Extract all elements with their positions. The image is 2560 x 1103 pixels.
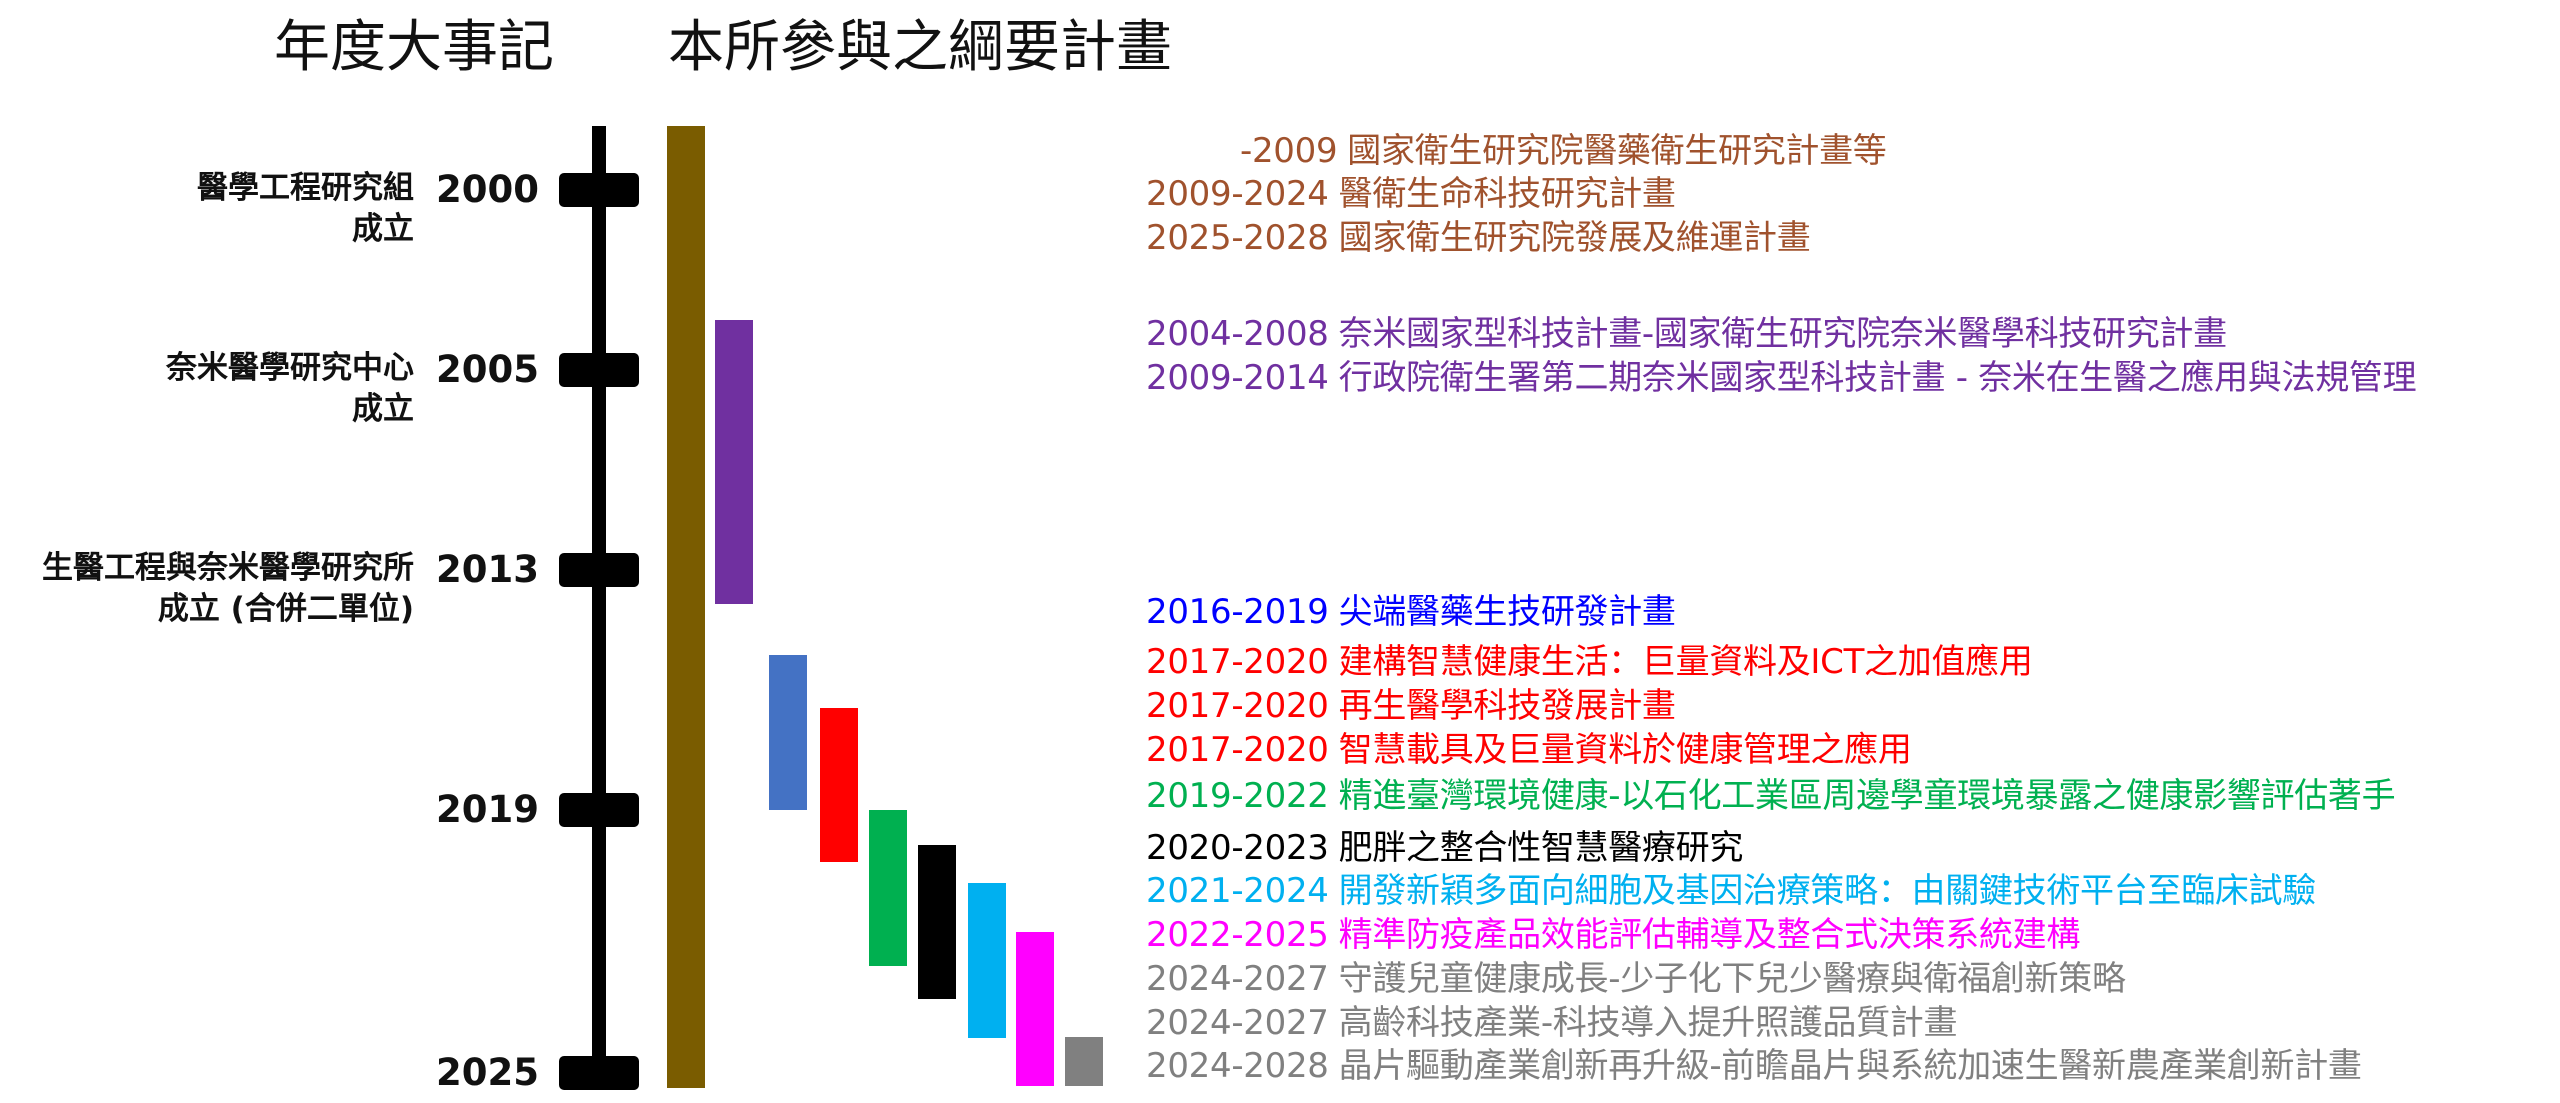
plans-heading: 本所參與之綱要計畫 <box>668 15 1172 80</box>
milestone-year-2019: 2019 <box>436 788 539 831</box>
plan-title: 智慧載具及巨量資料於健康管理之應用 <box>1338 730 1912 770</box>
plan-title: 開發新穎多面向細胞及基因治療策略：由關鍵技術平台至臨床試驗 <box>1338 871 2317 911</box>
plan-title: 守護兒童健康成長-少子化下兒少醫療與衛福創新策略 <box>1338 959 2126 999</box>
gantt-bar-red-program <box>820 708 858 862</box>
plan-title: 晶片驅動產業創新再升級-前瞻晶片與系統加速生醫新農產業創新計畫 <box>1338 1046 2362 1086</box>
plan-item: 2024-2027 高齡科技產業-科技導入提升照護品質計畫 <box>1146 1003 1958 1043</box>
gantt-bar-blue-program <box>769 655 807 810</box>
timeline-diagram <box>559 126 1103 1090</box>
gantt-bar-green-program <box>869 810 907 966</box>
plan-years: 2024-2028 <box>1146 1046 1329 1086</box>
milestone-year-2005: 2005 <box>436 348 539 391</box>
plan-years: 2009-2024 <box>1146 174 1329 214</box>
milestone-event-line: 醫學工程研究組 <box>197 170 414 206</box>
milestone-tick-2000 <box>559 173 639 207</box>
plan-title: 建構智慧健康生活：巨量資料及ICT之加值應用 <box>1338 642 2033 682</box>
plan-years: -2009 <box>1240 131 1338 171</box>
plan-years: 2017-2020 <box>1146 642 1329 682</box>
plan-item: 2017-2020 再生醫學科技發展計畫 <box>1146 689 1676 723</box>
timeline-axis <box>592 126 606 1088</box>
plan-title: 醫衛生命科技研究計畫 <box>1338 174 1676 214</box>
plan-item: -2009 國家衛生研究院醫藥衛生研究計畫等 <box>1240 134 1887 168</box>
plan-title: 精準防疫產品效能評估輔導及整合式決策系統建構 <box>1338 915 2081 955</box>
plan-item: 2021-2024 開發新穎多面向細胞及基因治療策略：由關鍵技術平台至臨床試驗 <box>1146 874 2316 908</box>
gantt-bar-black-program <box>918 845 956 999</box>
plan-item: 2024-2027 守護兒童健康成長-少子化下兒少醫療與衛福創新策略 <box>1146 962 2126 996</box>
plan-item: 2020-2023 肥胖之整合性智慧醫療研究 <box>1146 831 1743 865</box>
plan-item: 2022-2025 精準防疫產品效能評估輔導及整合式決策系統建構 <box>1146 918 2080 952</box>
plan-years: 2022-2025 <box>1146 915 1329 955</box>
milestone-event-line: 成立 <box>352 210 414 247</box>
milestone-year-2025: 2025 <box>436 1051 539 1094</box>
plan-item: 2009-2014 行政院衛生署第二期奈米國家型科技計畫 - 奈米在生醫之應用與法… <box>1146 358 2417 398</box>
plan-years: 2017-2020 <box>1146 730 1329 770</box>
gantt-bar-magenta-program <box>1016 932 1054 1086</box>
plan-title: 奈米國家型科技計畫-國家衛生研究院奈米醫學科技研究計畫 <box>1338 314 2227 354</box>
plan-title: 精進臺灣環境健康-以石化工業區周邊學童環境暴露之健康影響評估著手 <box>1338 776 2396 816</box>
milestone-tick-2019 <box>559 793 639 827</box>
milestone-year-2000: 2000 <box>436 168 539 211</box>
milestone-event-line: 成立 (合併二單位) <box>157 590 414 627</box>
milestone-tick-2013 <box>559 553 639 587</box>
gantt-bar-cyan-program <box>968 883 1006 1038</box>
plan-item: 2024-2028 晶片驅動產業創新再升級-前瞻晶片與系統加速生醫新農產業創新計畫 <box>1146 1049 2362 1083</box>
plan-years: 2021-2024 <box>1146 871 1329 911</box>
milestone-event-line: 奈米醫學研究中心 <box>166 350 414 386</box>
plan-title: 再生醫學科技發展計畫 <box>1338 686 1676 726</box>
milestone-event-2005: 奈米醫學研究中心成立 <box>0 348 414 430</box>
plan-years: 2025-2028 <box>1146 218 1329 258</box>
plan-item: 2004-2008 奈米國家型科技計畫-國家衛生研究院奈米醫學科技研究計畫 <box>1146 317 2227 351</box>
milestone-tick-2025 <box>559 1056 639 1090</box>
plan-years: 2004-2008 <box>1146 314 1329 354</box>
plan-years: 2024-2027 <box>1146 1003 1329 1043</box>
plan-years: 2017-2020 <box>1146 686 1329 726</box>
plan-item: 2017-2020 智慧載具及巨量資料於健康管理之應用 <box>1146 733 1912 767</box>
gantt-bar-gray-program <box>1065 1037 1103 1086</box>
events-heading: 年度大事記 <box>274 15 554 80</box>
plan-years: 2009-2014 <box>1146 358 1329 398</box>
plan-title: 行政院衛生署第二期奈米國家型科技計畫 - 奈米在生醫之應用與法規管理 <box>1338 358 2417 398</box>
plan-years: 2016-2019 <box>1146 592 1329 632</box>
plan-title: 高齡科技產業-科技導入提升照護品質計畫 <box>1338 1003 1958 1043</box>
milestone-event-2013: 生醫工程與奈米醫學研究所成立 (合併二單位) <box>0 548 414 630</box>
plan-title: 國家衛生研究院發展及維運計畫 <box>1338 218 1811 258</box>
plan-title: 國家衛生研究院醫藥衛生研究計畫等 <box>1347 131 1887 171</box>
milestone-tick-2005 <box>559 353 639 387</box>
plan-years: 2024-2027 <box>1146 959 1329 999</box>
milestone-event-2000: 醫學工程研究組成立 <box>0 168 414 250</box>
plan-years: 2019-2022 <box>1146 776 1329 816</box>
plan-item: 2009-2024 醫衛生命科技研究計畫 <box>1146 177 1676 211</box>
plan-years: 2020-2023 <box>1146 828 1329 868</box>
milestone-event-line: 成立 <box>352 390 414 427</box>
plan-title: 肥胖之整合性智慧醫療研究 <box>1338 828 1744 868</box>
gantt-bar-main-program <box>667 126 705 1088</box>
plan-item: 2019-2022 精進臺灣環境健康-以石化工業區周邊學童環境暴露之健康影響評估著… <box>1146 776 2396 816</box>
plan-item: 2017-2020 建構智慧健康生活：巨量資料及ICT之加值應用 <box>1146 645 2033 679</box>
plan-title: 尖端醫藥生技研發計畫 <box>1338 592 1676 632</box>
plan-item: 2016-2019 尖端醫藥生技研發計畫 <box>1146 595 1676 629</box>
milestone-year-2013: 2013 <box>436 548 539 591</box>
gantt-bar-nano-program <box>715 320 753 604</box>
plan-item: 2025-2028 國家衛生研究院發展及維運計畫 <box>1146 218 1811 258</box>
milestone-event-line: 生醫工程與奈米醫學研究所 <box>42 550 414 586</box>
